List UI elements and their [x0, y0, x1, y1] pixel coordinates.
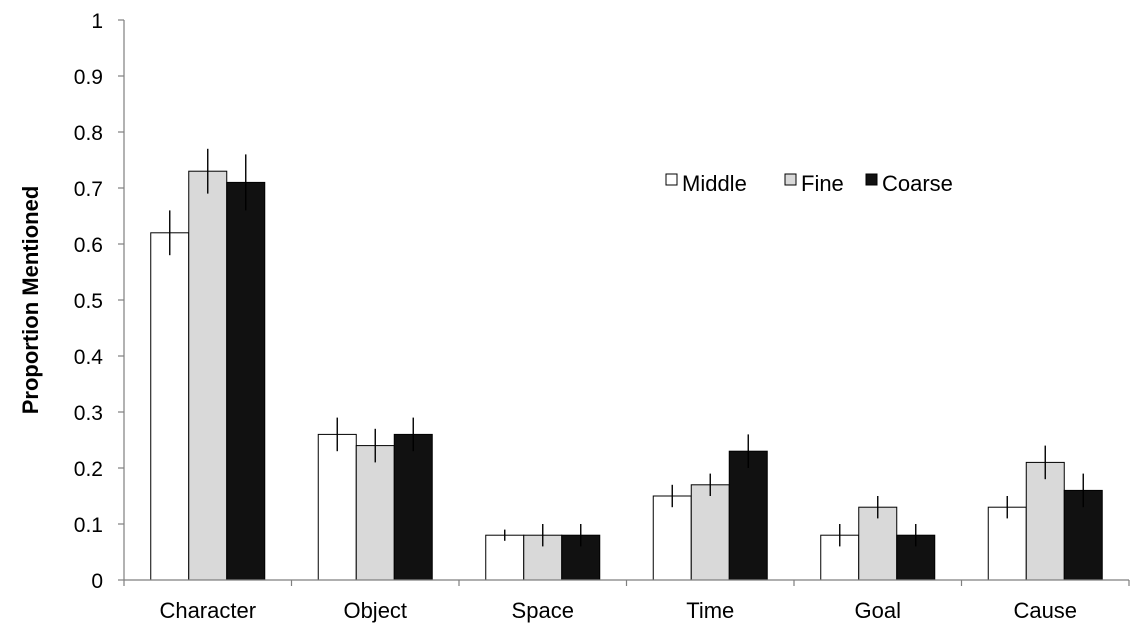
x-tick-label: Space [512, 598, 574, 623]
legend-swatch-fine [784, 173, 797, 186]
x-tick-label: Object [343, 598, 407, 623]
y-tick-label: 0.1 [74, 514, 103, 537]
y-tick-label: 0.9 [74, 66, 103, 89]
y-tick-label: 1 [91, 10, 103, 33]
bar-coarse [226, 181, 266, 581]
x-axis: Character Object Space Time Goal Cause [123, 579, 1130, 623]
bar-coarse [393, 433, 433, 581]
bar-middle [150, 232, 190, 581]
x-tick-label: Cause [1013, 598, 1077, 623]
x-tick-label: Time [686, 598, 734, 623]
x-tick-label: Goal [855, 598, 901, 623]
bar-middle [317, 433, 357, 581]
y-tick-label: 0.5 [74, 290, 103, 313]
y-tick-label: 0.3 [74, 402, 103, 425]
legend-swatch-middle [665, 173, 678, 186]
bar-coarse [728, 450, 768, 581]
bar-middle [485, 534, 525, 581]
y-axis-title: Proportion Mentioned [18, 186, 43, 415]
error-bars [169, 148, 1084, 547]
legend-swatch-coarse [865, 173, 878, 186]
bar-fine [355, 445, 395, 581]
legend: Middle Fine Coarse [665, 171, 953, 196]
y-tick-label: 0.7 [74, 178, 103, 201]
y-tick-label: 0 [91, 570, 103, 593]
bar-fine [1025, 461, 1065, 581]
y-tick-label: 0.2 [74, 458, 103, 481]
legend-label-coarse: Coarse [882, 171, 953, 196]
bar-fine [690, 484, 730, 581]
bar-middle [652, 495, 692, 581]
y-tick-label: 0.4 [74, 346, 104, 369]
bar-groups [150, 170, 1103, 581]
y-tick-label: 0.6 [74, 234, 103, 257]
bar-fine [188, 170, 228, 581]
y-tick-label: 0.8 [74, 122, 103, 145]
x-tick-label: Character [159, 598, 256, 623]
legend-label-fine: Fine [801, 171, 844, 196]
y-axis: 0 0.1 0.2 0.3 0.4 0.5 0.6 0.7 0.8 0.9 1 [74, 10, 125, 593]
legend-label-middle: Middle [682, 171, 747, 196]
